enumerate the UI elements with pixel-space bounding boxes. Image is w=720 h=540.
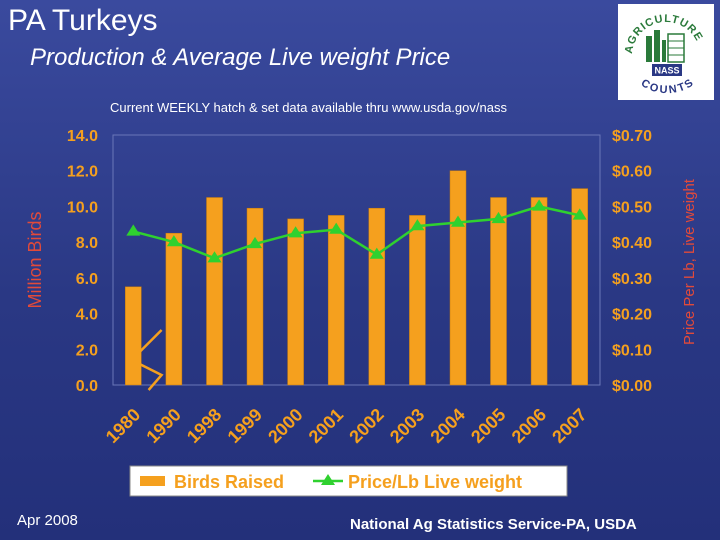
x-tick-label: 2002 [345, 405, 387, 447]
page-title: PA Turkeys [8, 4, 158, 37]
y-tick-label: 14.0 [67, 128, 98, 145]
y2-tick-label: $0.20 [612, 307, 652, 324]
bar-1998 [206, 197, 223, 386]
chart-frame [112, 134, 601, 386]
bar-2001 [327, 215, 345, 386]
legend-bar-label: Birds Raised [174, 472, 284, 492]
x-tick-label: 2003 [386, 405, 428, 447]
price-point-2000 [288, 226, 303, 238]
logo-badge-text: NASS [654, 66, 679, 76]
y-tick-label: 0.0 [76, 378, 98, 395]
chart-legend: Birds Raised Price/Lb Live weight [129, 465, 568, 497]
legend-bar-swatch [140, 476, 165, 486]
line-series [126, 199, 587, 263]
nass-logo: AGRICULTURE NASS COUNTS [618, 4, 714, 100]
bar-series [125, 170, 588, 386]
price-point-1999 [248, 236, 262, 249]
legend-line-marker [321, 474, 335, 485]
y-tick-label: 10.0 [67, 199, 98, 216]
bar-2004 [449, 170, 467, 386]
x-tick-label: 1999 [224, 405, 266, 447]
y2-tick-label: $0.60 [612, 164, 652, 181]
y-axis-label: Million Birds [25, 211, 45, 308]
data-availability-note: Current WEEKLY hatch & set data availabl… [110, 100, 507, 115]
legend-line-label: Price/Lb Live weight [348, 472, 522, 492]
bar-1990 [165, 232, 183, 386]
y-tick-label: 8.0 [76, 235, 98, 252]
bar-1980 [125, 286, 142, 386]
bar-1999 [246, 207, 264, 386]
x-tick-label: 2004 [426, 405, 468, 447]
price-point-2005 [491, 211, 506, 224]
bar-2006 [530, 197, 548, 386]
price-point-2004 [451, 215, 465, 227]
y2-tick-label: $0.00 [612, 378, 652, 395]
bar-2000 [287, 218, 304, 386]
price-point-2007 [572, 208, 587, 220]
y-tick-label: 12.0 [67, 164, 98, 181]
y-tick-label: 6.0 [76, 271, 98, 288]
price-point-2003 [410, 219, 425, 231]
y-tick-label: 2.0 [76, 342, 98, 359]
x-tick-label: 1990 [142, 405, 184, 447]
y2-tick-label: $0.10 [612, 342, 652, 359]
y2-tick-label: $0.50 [612, 199, 652, 216]
bar-2005 [490, 197, 507, 386]
logo-badge [652, 64, 682, 76]
bar-2002 [368, 207, 386, 386]
price-point-1980 [126, 224, 141, 236]
x-tick-label: 2007 [548, 405, 590, 447]
plot-area [112, 134, 601, 386]
y2-axis-label: Price Per Lb, Live weight [681, 178, 698, 345]
price-line [132, 205, 580, 260]
page-subtitle: Production & Average Live weight Price [30, 44, 451, 71]
price-point-1990 [166, 235, 181, 247]
legend-box [129, 465, 568, 497]
axis-break-mark [129, 329, 164, 391]
x-tick-label: 2005 [467, 405, 509, 447]
y2-tick-label: $0.40 [612, 235, 652, 252]
logo-silo-icon [646, 30, 685, 63]
price-point-1998 [207, 251, 222, 263]
x-tick-label: 1998 [183, 405, 225, 447]
footer-date: Apr 2008 [17, 512, 78, 529]
footer-source: National Ag Statistics Service-PA, USDA [350, 516, 637, 533]
x-tick-label: 2006 [508, 405, 550, 447]
bar-2003 [409, 215, 426, 386]
y-tick-label: 4.0 [76, 307, 98, 324]
y2-tick-label: $0.70 [612, 128, 652, 145]
x-tick-label: 2001 [305, 405, 347, 447]
x-tick-label: 1980 [102, 405, 144, 447]
x-tick-label: 2000 [264, 405, 306, 447]
price-point-2001 [329, 222, 344, 234]
price-point-2006 [532, 199, 547, 211]
bar-2007 [571, 188, 588, 386]
price-point-2002 [369, 247, 384, 259]
y2-tick-label: $0.30 [612, 271, 652, 288]
